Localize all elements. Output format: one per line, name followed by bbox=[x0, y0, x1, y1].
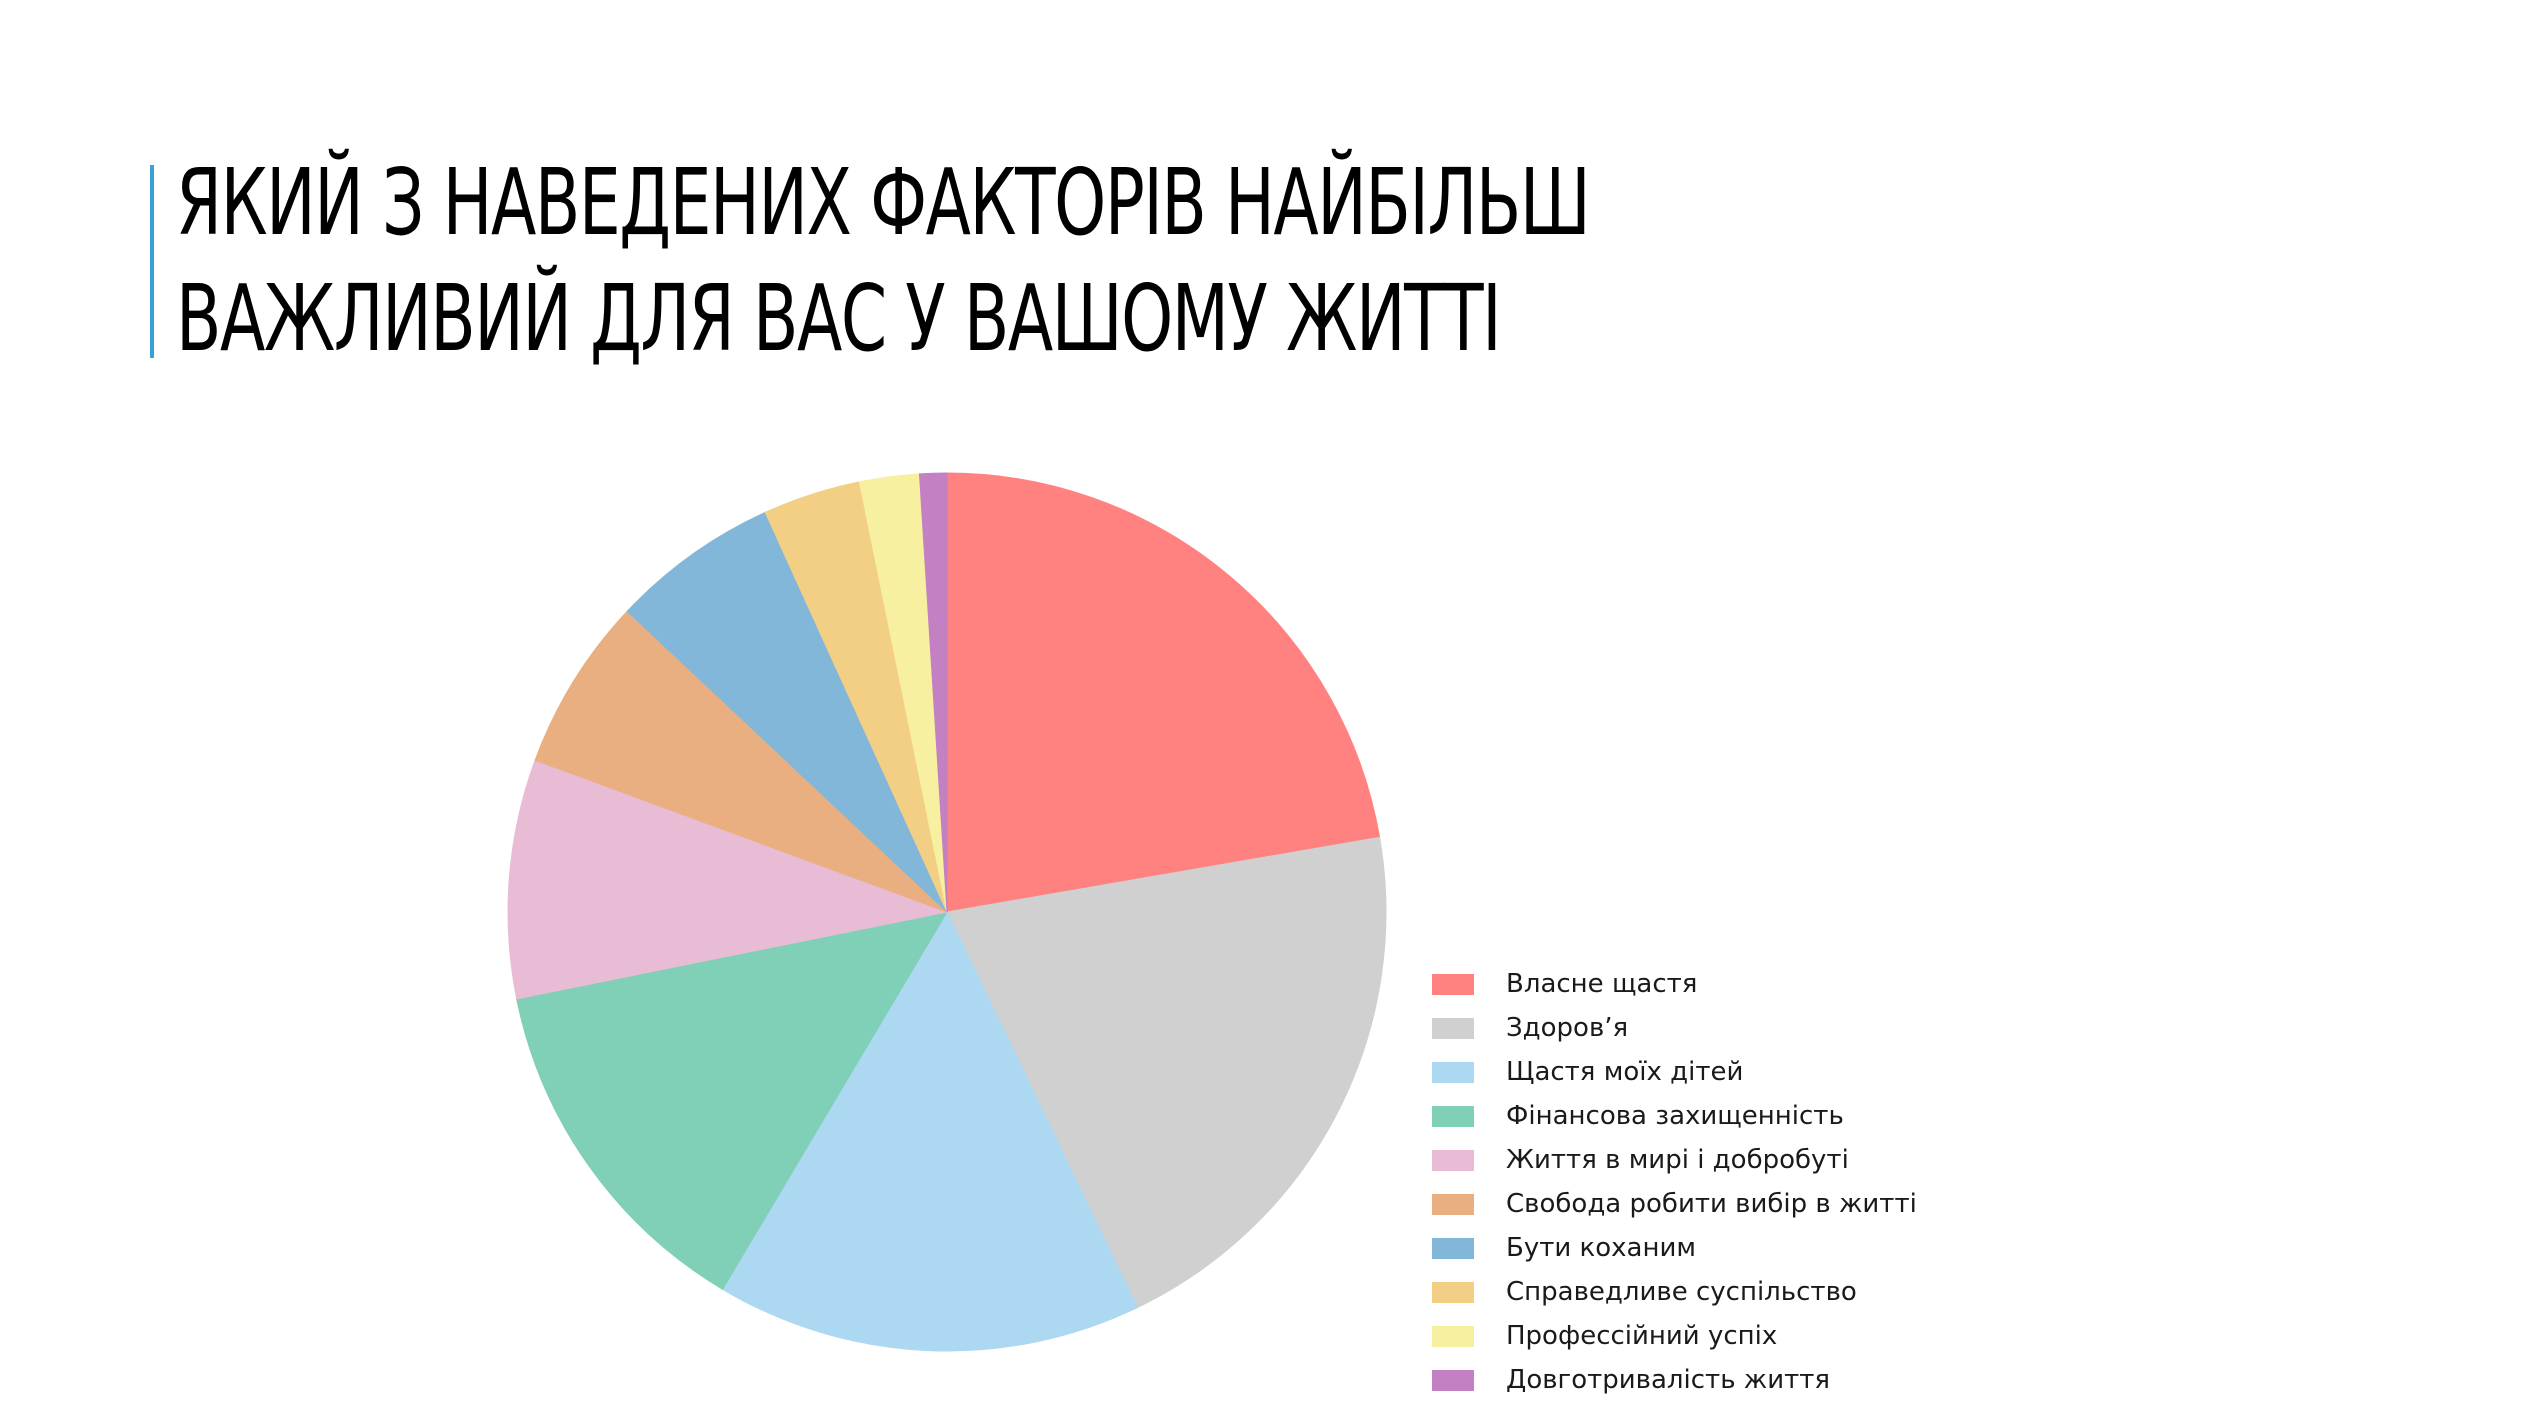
title-line-1: ЯКИЙ З НАВЕДЕНИХ ФАКТОРІВ НАЙБІЛЬШ bbox=[176, 149, 1591, 256]
legend-swatch bbox=[1432, 973, 1474, 995]
pie-slice bbox=[946, 836, 1387, 1309]
chart-legend: Власне щастя Здоров’я Щастя моїх дітей Фіна… bbox=[1432, 962, 1917, 1402]
pie-slice bbox=[946, 472, 1381, 913]
legend-label: Власне щастя bbox=[1506, 969, 1698, 999]
pie-slice bbox=[721, 910, 1139, 1352]
legend-swatch bbox=[1432, 1061, 1474, 1083]
legend-swatch bbox=[1432, 1017, 1474, 1039]
legend-item: Свобода робити вибір в житті bbox=[1432, 1182, 1917, 1226]
legend-swatch bbox=[1432, 1369, 1474, 1391]
legend-swatch bbox=[1432, 1193, 1474, 1215]
legend-item: Справедливе суспільство bbox=[1432, 1270, 1917, 1314]
pie-slice bbox=[507, 759, 949, 1000]
pie-slice bbox=[626, 511, 948, 913]
legend-swatch bbox=[1432, 1325, 1474, 1347]
legend-swatch bbox=[1432, 1281, 1474, 1303]
legend-item: Фінансова захищенність bbox=[1432, 1094, 1917, 1138]
legend-label: Довготривалість життя bbox=[1506, 1365, 1831, 1395]
pie-slice bbox=[918, 472, 948, 913]
legend-item: Щастя моїх дітей bbox=[1432, 1050, 1917, 1094]
legend-item: Бути коханим bbox=[1432, 1226, 1917, 1270]
pie-slice bbox=[516, 911, 949, 1290]
legend-label: Профессійний успіх bbox=[1506, 1321, 1778, 1351]
legend-label: Життя в мирі і добробуті bbox=[1506, 1145, 1849, 1175]
legend-item: Довготривалість життя bbox=[1432, 1358, 1917, 1402]
legend-item: Профессійний успіх bbox=[1432, 1314, 1917, 1358]
legend-label: Здоров’я bbox=[1506, 1013, 1629, 1043]
legend-item: Власне щастя bbox=[1432, 962, 1917, 1006]
page-title: ЯКИЙ З НАВЕДЕНИХ ФАКТОРІВ НАЙБІЛЬШ ВАЖЛИ… bbox=[176, 145, 1760, 377]
pie-slice bbox=[534, 610, 948, 913]
legend-label: Щастя моїх дітей bbox=[1506, 1057, 1744, 1087]
legend-label: Фінансова захищенність bbox=[1506, 1101, 1844, 1131]
title-accent-bar bbox=[150, 165, 154, 358]
legend-label: Свобода робити вибір в житті bbox=[1506, 1189, 1917, 1219]
legend-label: Справедливе суспільство bbox=[1506, 1277, 1857, 1307]
legend-swatch bbox=[1432, 1105, 1474, 1127]
legend-item: Здоров’я bbox=[1432, 1006, 1917, 1050]
legend-item: Життя в мирі і добробуті bbox=[1432, 1138, 1917, 1182]
legend-swatch bbox=[1432, 1149, 1474, 1171]
title-line-2: ВАЖЛИВИЙ ДЛЯ ВАС У ВАШОМУ ЖИТТІ bbox=[176, 265, 1502, 372]
legend-swatch bbox=[1432, 1237, 1474, 1259]
pie-slice bbox=[764, 481, 948, 913]
pie-slice bbox=[858, 473, 948, 913]
legend-label: Бути коханим bbox=[1506, 1233, 1696, 1263]
